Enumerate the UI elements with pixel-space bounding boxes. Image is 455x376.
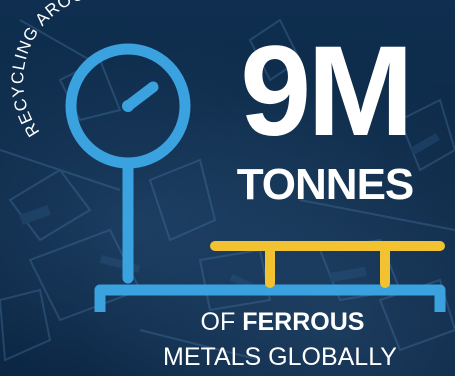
caption-line-2: METALS GLOBALLY [163,343,397,371]
weighing-platform [210,241,445,288]
recycling-around-text: RECYCLING AROUND [8,0,113,140]
big-number-9m: 9M [240,20,414,163]
unit-tonnes: TONNES [236,160,415,209]
caption-line-1: OF FERROUS [140,308,425,336]
caption-ferrous: FERROUS [242,308,365,336]
caption-of: OF [200,308,243,336]
